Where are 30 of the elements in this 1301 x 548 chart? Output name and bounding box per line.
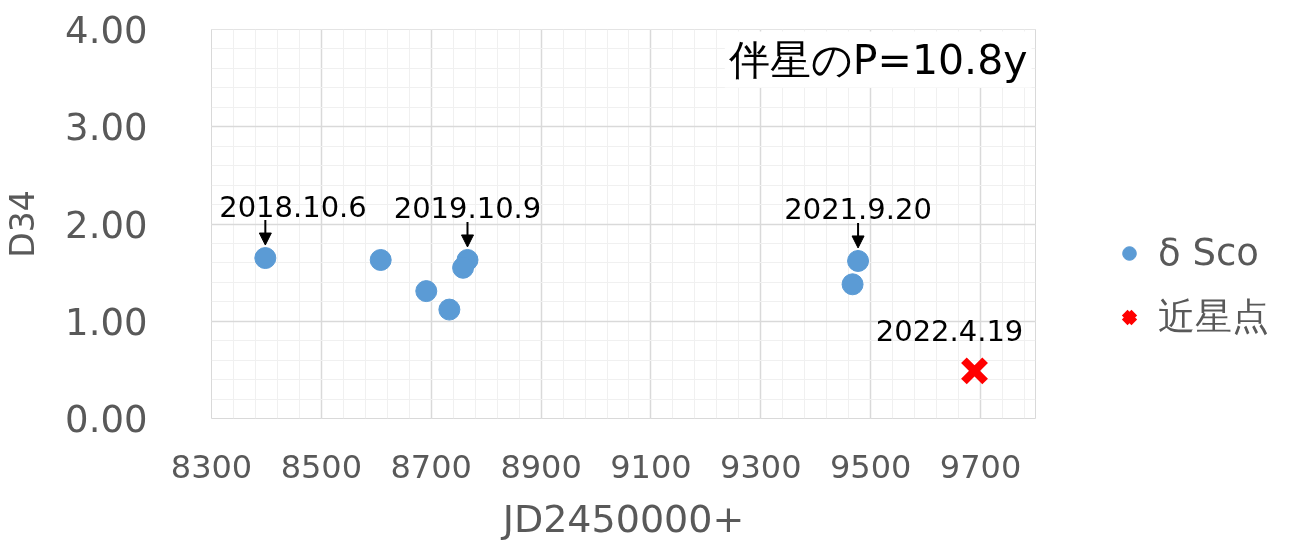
legend-label: 近星点 [1158,294,1269,340]
x-tick-label: 8500 [280,447,363,486]
point [452,256,475,279]
y-tick-label: 4.00 [65,9,148,52]
x-tick-label: 8700 [390,447,472,486]
y-axis-title: D34 [3,190,43,258]
x-tick-label: 9300 [720,447,802,486]
y-tick-label: 0.00 [65,398,148,441]
x-tick-label: 8900 [500,447,582,486]
y-tick-label: 1.00 [65,300,148,344]
x-axis-title: JD2450000+ [500,496,745,541]
y-tick-label: 2.00 [65,203,148,247]
annotation: 2021.9.20 [784,192,932,227]
annotation: 2022.4.19 [875,314,1024,349]
point [369,249,392,271]
point [841,273,864,296]
y-tick-label: 3.00 [65,106,148,150]
x-tick-label: 9500 [829,447,912,486]
point [438,298,461,321]
point [415,280,438,303]
x-tick-label: 9700 [939,447,1022,486]
annotation: 2018.10.6 [219,189,367,224]
chart-title: 伴星のP=10.8y [728,35,1028,84]
x-tick-label: 9100 [610,447,692,486]
legend-label: δ Sco [1158,231,1259,274]
point [847,249,870,272]
point [959,356,990,386]
point [254,247,277,270]
x-tick-label: 8300 [170,447,253,486]
annotation: 2019.10.9 [393,191,542,226]
